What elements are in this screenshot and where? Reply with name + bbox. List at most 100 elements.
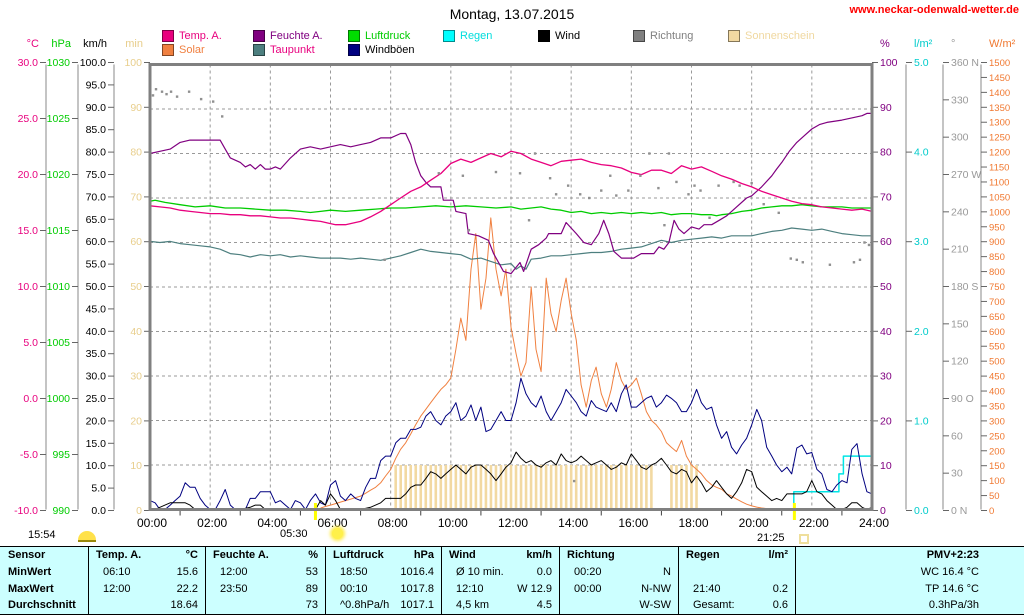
- svg-text:600: 600: [989, 327, 1005, 338]
- svg-text:24:00: 24:00: [859, 516, 889, 530]
- svg-text:550: 550: [989, 342, 1005, 353]
- sunset-icon: [799, 534, 809, 544]
- svg-text:1300: 1300: [989, 118, 1010, 129]
- legend-item-sonnenschein: Sonnenschein: [728, 30, 815, 42]
- series-taupunkt: [149, 227, 872, 270]
- svg-text:100: 100: [124, 57, 142, 69]
- svg-text:16:00: 16:00: [618, 516, 648, 530]
- svg-text:3.0: 3.0: [914, 236, 929, 248]
- legend-item-windboeen: Windböen: [348, 44, 415, 56]
- axis-°: [942, 62, 949, 511]
- svg-text:25.0: 25.0: [86, 393, 107, 405]
- svg-text:990: 990: [52, 505, 70, 517]
- legend-item-luftdruck: Luftdruck: [348, 30, 410, 42]
- svg-text:450: 450: [989, 372, 1005, 383]
- svg-text:5.0: 5.0: [914, 57, 929, 69]
- svg-text:W/m²: W/m²: [989, 38, 1016, 50]
- svg-text:500: 500: [989, 357, 1005, 368]
- legend-item-regen: Regen: [443, 30, 492, 42]
- sunrise-time: 05:30: [280, 528, 308, 540]
- table-row-label-min: MinWert: [8, 565, 52, 578]
- svg-text:1200: 1200: [989, 148, 1010, 159]
- axis-hPa: [72, 62, 79, 511]
- table-col-feuchte: Feuchte A.% 12:00 53 23:50 89 73: [205, 547, 325, 614]
- svg-text:1150: 1150: [989, 163, 1009, 174]
- svg-text:18:00: 18:00: [678, 516, 708, 530]
- svg-text:120: 120: [951, 356, 969, 368]
- legend-swatch-solar: [162, 44, 174, 56]
- svg-text:30.0: 30.0: [18, 57, 39, 69]
- svg-text:150: 150: [989, 461, 1005, 472]
- svg-text:950: 950: [989, 222, 1005, 233]
- svg-text:360 N: 360 N: [951, 57, 979, 69]
- legend-label-taupunkt: Taupunkt: [270, 44, 315, 56]
- svg-text:°: °: [951, 38, 955, 50]
- svg-text:10:00: 10:00: [438, 516, 468, 530]
- svg-text:330: 330: [951, 94, 969, 106]
- svg-text:100.0: 100.0: [80, 57, 106, 69]
- svg-text:0.0: 0.0: [91, 505, 106, 517]
- legend-label-wind: Wind: [555, 30, 581, 42]
- svg-text:750: 750: [989, 282, 1005, 293]
- svg-text:-10.0: -10.0: [14, 505, 38, 517]
- svg-text:00:00: 00:00: [137, 516, 167, 530]
- table-col-richtung: Richtung 00:20 N 00:00 N-NW W-SW: [559, 547, 678, 614]
- legend-swatch-windboeen: [348, 44, 360, 56]
- legend-swatch-taupunkt: [253, 44, 265, 56]
- svg-text:02:00: 02:00: [197, 516, 227, 530]
- svg-text:30: 30: [951, 468, 963, 480]
- axis-km/h: [108, 62, 115, 511]
- svg-text:°C: °C: [27, 38, 39, 50]
- axis-W/m²: [980, 62, 987, 511]
- axis-l/m²: [905, 62, 912, 511]
- svg-text:60: 60: [951, 430, 963, 442]
- svg-text:2.0: 2.0: [914, 326, 929, 338]
- svg-text:90 O: 90 O: [951, 393, 974, 405]
- half-sun-icon: [78, 531, 96, 542]
- svg-text:40.0: 40.0: [86, 326, 107, 338]
- svg-text:75.0: 75.0: [86, 169, 107, 181]
- legend-label-feuchte: Feuchte A.: [270, 30, 323, 42]
- table-col-wind: Wind km/h Ø 10 min. 0.0 12:10 W 12.9 4,5 km…: [441, 547, 559, 614]
- svg-text:20.0: 20.0: [86, 415, 107, 427]
- svg-text:0.0: 0.0: [914, 505, 929, 517]
- table-col-temp: Temp. A. °C 06:10 15.6 12:00 22.2 18.64: [88, 547, 205, 614]
- svg-text:650: 650: [989, 312, 1005, 323]
- svg-text:50: 50: [880, 281, 892, 293]
- svg-text:250: 250: [989, 431, 1005, 442]
- svg-text:100: 100: [880, 57, 898, 69]
- page-title: Montag, 13.07.2015: [449, 6, 575, 22]
- svg-text:80: 80: [130, 147, 142, 159]
- website-link[interactable]: www.neckar-odenwald-wetter.de: [849, 4, 1019, 16]
- svg-text:90: 90: [130, 102, 142, 114]
- gridlines: [150, 64, 872, 516]
- table-col-sensor: Sensor MinWert MaxWert Durchschnitt: [0, 547, 88, 614]
- series-sonnenschein: [394, 465, 698, 510]
- svg-text:1.0: 1.0: [914, 415, 929, 427]
- svg-text:80: 80: [880, 147, 892, 159]
- svg-text:240: 240: [951, 206, 969, 218]
- svg-text:300: 300: [989, 416, 1005, 427]
- table-row-label-avg: Durchschnitt: [8, 599, 76, 612]
- svg-text:50.0: 50.0: [86, 281, 107, 293]
- svg-text:1025: 1025: [47, 113, 71, 125]
- svg-text:60.0: 60.0: [86, 236, 107, 248]
- svg-text:300: 300: [951, 132, 969, 144]
- svg-text:5.0: 5.0: [23, 337, 38, 349]
- svg-text:700: 700: [989, 297, 1005, 308]
- plot-frame: [148, 63, 874, 511]
- svg-text:l/m²: l/m²: [914, 38, 933, 50]
- legend-label-richtung: Richtung: [650, 30, 694, 42]
- svg-text:85.0: 85.0: [86, 124, 107, 136]
- svg-text:hPa: hPa: [51, 38, 71, 50]
- svg-text:12:00: 12:00: [498, 516, 528, 530]
- svg-text:1005: 1005: [47, 337, 71, 349]
- svg-text:70: 70: [880, 191, 892, 203]
- svg-text:800: 800: [989, 267, 1005, 278]
- svg-text:50: 50: [130, 281, 142, 293]
- legend-label-sonnenschein: Sonnenschein: [745, 30, 815, 42]
- svg-text:06:00: 06:00: [317, 516, 347, 530]
- legend-swatch-feuchte: [253, 30, 265, 42]
